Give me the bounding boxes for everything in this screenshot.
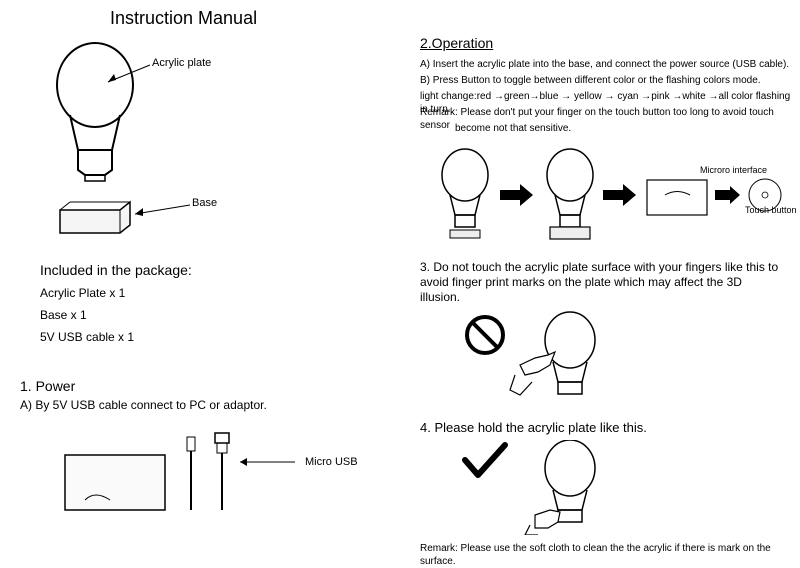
acrylic-plate-label: Acrylic plate xyxy=(152,57,211,69)
item-base: Base x 1 xyxy=(40,308,87,322)
step4-text: 4. Please hold the acrylic plate like th… xyxy=(420,420,647,435)
micro-interface-label: Microro interface xyxy=(700,165,767,177)
bulb-diagram xyxy=(40,35,150,185)
power-a: A) By 5V USB cable connect to PC or adap… xyxy=(20,398,267,412)
correct-hold-diagram xyxy=(460,440,620,535)
micro-usb-label: Micro USB xyxy=(305,456,358,468)
step3-text: 3. Do not touch the acrylic plate surfac… xyxy=(420,260,785,305)
included-heading: Included in the package: xyxy=(40,262,192,278)
power-heading: 1. Power xyxy=(20,378,75,394)
op-b: B) Press Button to toggle between differ… xyxy=(420,74,790,87)
doc-title: Instruction Manual xyxy=(110,8,257,29)
dont-touch-diagram xyxy=(460,310,620,405)
item-acrylic: Acrylic Plate x 1 xyxy=(40,286,125,300)
final-remark: Remark: Please use the soft cloth to cle… xyxy=(420,542,795,568)
arrow-base xyxy=(130,200,200,220)
touch-button-label: Touch button xyxy=(745,205,797,217)
base-label: Base xyxy=(192,197,217,209)
item-usb: 5V USB cable x 1 xyxy=(40,330,134,344)
operation-heading: 2.Operation xyxy=(420,35,493,51)
op-a: A) Insert the acrylic plate into the bas… xyxy=(420,58,790,71)
base-diagram xyxy=(55,200,135,240)
base-usb-diagram xyxy=(60,425,280,520)
arrow-acrylic xyxy=(100,60,160,90)
operation-diagram xyxy=(425,140,795,250)
op-remark2: become not that sensitive. xyxy=(455,122,795,135)
arrow-microusb xyxy=(235,455,305,470)
